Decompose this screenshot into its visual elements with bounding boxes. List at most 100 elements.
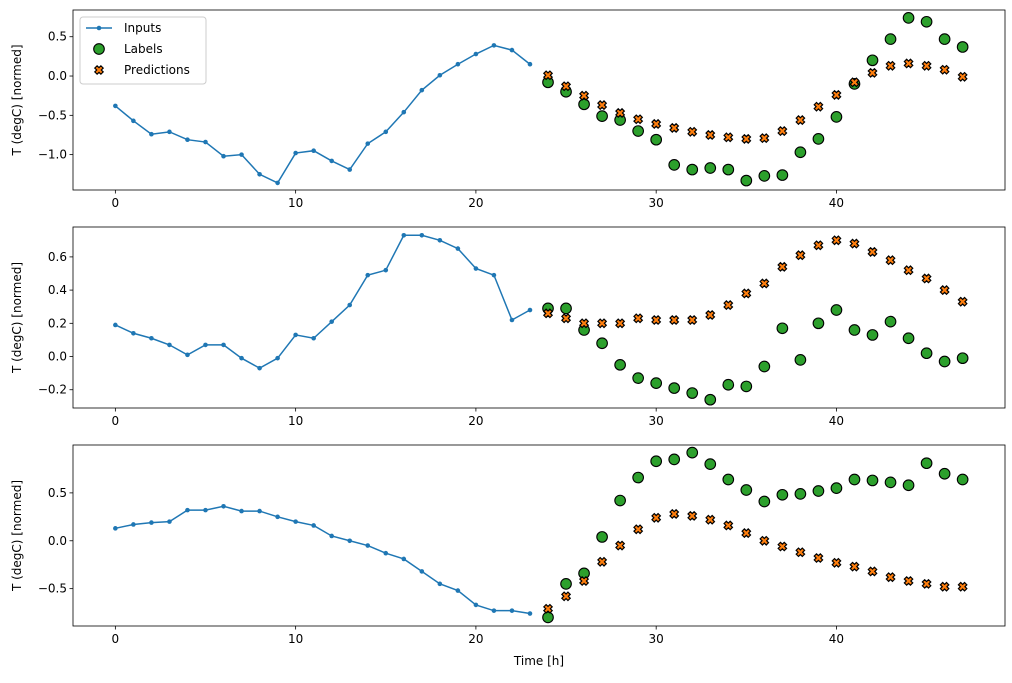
label-point xyxy=(938,467,951,480)
prediction-point xyxy=(939,285,950,296)
y-axis-label: T (degC) [normed] xyxy=(10,262,24,374)
legend-inputs-marker xyxy=(96,25,102,31)
label-point xyxy=(668,382,681,394)
label-point xyxy=(902,332,915,345)
prediction-point xyxy=(615,540,626,551)
prediction-point xyxy=(813,552,824,564)
inputs-point xyxy=(527,611,533,616)
y-tick-label: 0.4 xyxy=(48,283,67,297)
inputs-point xyxy=(257,508,262,514)
inputs-point xyxy=(329,533,334,539)
label-point xyxy=(578,567,590,580)
inputs-point xyxy=(311,335,316,341)
prediction-point xyxy=(939,581,950,592)
inputs-point xyxy=(185,352,190,358)
inputs-point xyxy=(401,109,407,115)
label-point xyxy=(578,98,590,111)
prediction-point xyxy=(633,114,644,125)
inputs-point xyxy=(401,556,407,562)
inputs-point xyxy=(383,129,389,135)
prediction-point xyxy=(831,235,842,246)
inputs-point xyxy=(185,507,190,513)
label-point xyxy=(956,352,969,365)
label-point xyxy=(812,133,825,145)
prediction-point xyxy=(579,318,590,329)
label-point xyxy=(776,169,789,181)
prediction-point xyxy=(957,296,968,307)
x-tick-label: 20 xyxy=(468,632,483,646)
label-point xyxy=(758,360,771,373)
inputs-point xyxy=(221,503,226,509)
inputs-point xyxy=(347,302,353,308)
inputs-point xyxy=(509,47,515,53)
inputs-point xyxy=(149,131,154,137)
label-point xyxy=(722,378,735,391)
label-point xyxy=(542,76,554,89)
y-tick-label: −0.5 xyxy=(38,108,67,122)
inputs-point xyxy=(383,550,389,556)
inputs-point xyxy=(311,148,316,153)
label-point xyxy=(902,479,915,492)
prediction-point xyxy=(777,125,788,137)
inputs-line xyxy=(114,44,531,184)
x-tick-label: 30 xyxy=(649,414,664,428)
inputs-point xyxy=(203,507,208,513)
x-axis-label: Time [h] xyxy=(513,654,564,668)
label-point xyxy=(794,353,807,366)
inputs-point xyxy=(419,569,425,574)
label-point xyxy=(866,54,879,67)
prediction-point xyxy=(777,541,788,552)
label-point xyxy=(704,458,717,471)
axes-frame xyxy=(72,226,1006,409)
prediction-point xyxy=(813,240,824,251)
inputs-point xyxy=(365,543,371,548)
inputs-point xyxy=(149,520,154,525)
x-tick-label: 30 xyxy=(649,632,664,646)
label-point xyxy=(794,146,807,159)
prediction-point xyxy=(705,309,716,321)
x-tick-label: 20 xyxy=(468,414,483,428)
subplot-3: 0 10 20 30 40 0.5 0.0 −0.5 T (degC) [normed] Time… xyxy=(10,444,1006,668)
inputs-point xyxy=(437,581,443,587)
prediction-point xyxy=(759,133,770,144)
inputs-point xyxy=(473,51,479,57)
prediction-point xyxy=(957,71,968,82)
x-tick-label: 0 xyxy=(112,414,120,428)
inputs-point xyxy=(113,322,118,328)
prediction-point xyxy=(687,126,698,137)
y-tick-label: 0.0 xyxy=(48,69,67,83)
prediction-point xyxy=(723,299,734,311)
label-point xyxy=(686,163,699,176)
prediction-point xyxy=(723,520,734,531)
label-point xyxy=(560,578,572,590)
prediction-point xyxy=(687,510,698,521)
label-point xyxy=(902,12,915,24)
inputs-point xyxy=(491,43,497,48)
inputs-point xyxy=(131,330,136,336)
label-point xyxy=(830,482,843,494)
prediction-point xyxy=(687,314,698,326)
label-point xyxy=(758,495,771,508)
label-point xyxy=(632,372,644,384)
legend-entry-label: Labels xyxy=(124,42,163,56)
label-point xyxy=(884,33,897,45)
prediction-point xyxy=(669,122,680,133)
inputs-point xyxy=(509,608,515,613)
inputs-line xyxy=(115,234,531,370)
subplot-2: 0 10 20 30 40 0.6 0.4 0.2 0.0 −0.2 T (degC) [norme… xyxy=(10,226,1006,428)
label-point xyxy=(722,473,735,486)
inputs-point xyxy=(293,519,298,524)
inputs-point xyxy=(401,233,407,238)
label-point xyxy=(650,133,663,146)
label-point xyxy=(848,473,861,486)
label-point xyxy=(632,471,644,484)
inputs-point xyxy=(131,118,136,124)
prediction-point xyxy=(705,129,716,141)
y-tick-label: 0.6 xyxy=(48,250,67,264)
inputs-point xyxy=(275,514,280,520)
label-point xyxy=(758,170,771,182)
x-tick-label: 10 xyxy=(288,196,303,210)
label-point xyxy=(776,488,789,501)
y-tick-label: 0.0 xyxy=(48,350,67,364)
